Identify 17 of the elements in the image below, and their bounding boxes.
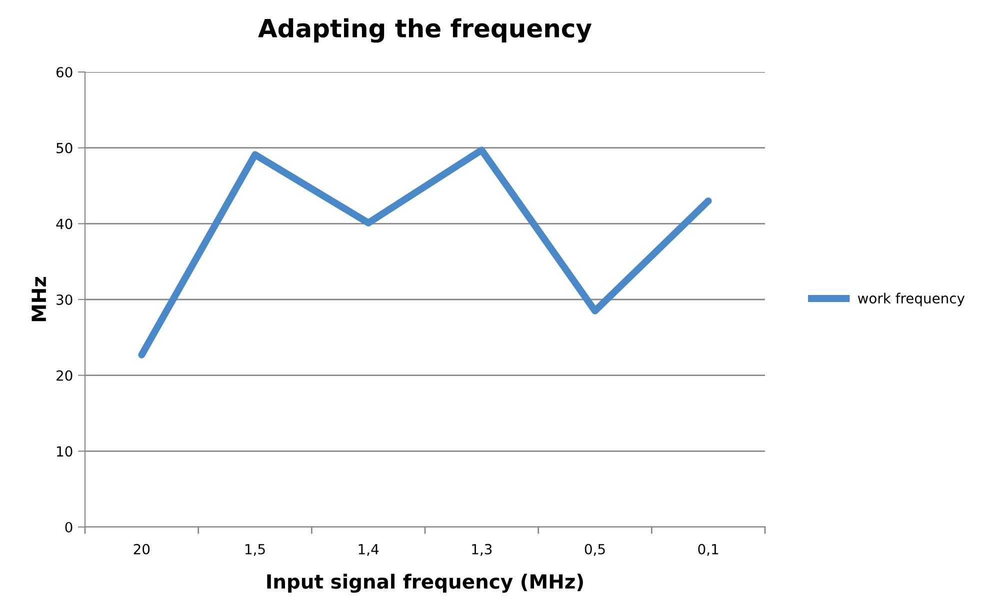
y-tick-label: 40	[56, 218, 72, 230]
y-tick-label: 10	[57, 446, 72, 457]
y-tick-label: 60	[56, 66, 72, 78]
y-axis-title: MHz	[32, 276, 46, 322]
x-tick-label: 1,3	[472, 544, 492, 556]
x-tick-label: 20	[134, 544, 150, 554]
x-tick-label: 0,1	[698, 544, 718, 556]
x-axis-title: Input signal frequency (MHz)	[267, 574, 583, 593]
y-tick-label: 50	[56, 142, 72, 154]
x-tick-label: 0,5	[584, 544, 605, 556]
y-tick-label: 0	[65, 522, 72, 532]
chart-title: Adapting the frequency	[258, 18, 592, 43]
legend-label: work frequency	[858, 292, 965, 306]
x-tick-label: 1,4	[358, 544, 379, 556]
x-tick-label: 1,5	[245, 544, 265, 556]
y-tick-label: 30	[56, 294, 72, 305]
y-tick-label: 20	[56, 370, 72, 381]
